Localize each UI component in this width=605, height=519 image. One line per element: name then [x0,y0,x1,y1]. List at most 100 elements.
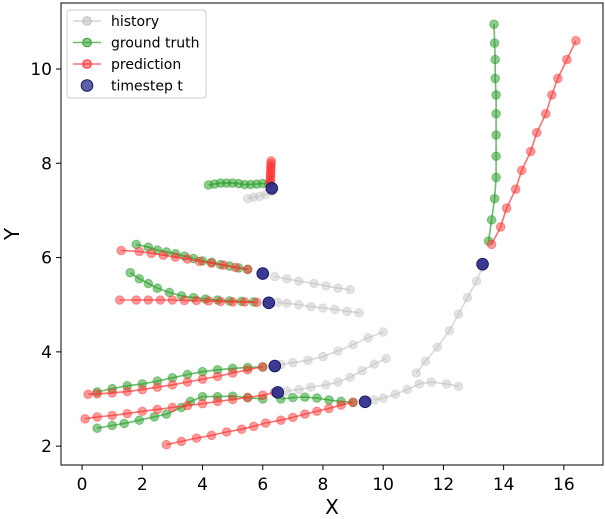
timestep-point [256,267,270,280]
prediction-point [92,412,102,422]
ground-truth-point [489,38,500,48]
prediction-point [300,409,310,419]
y-tick-label: 10 [30,60,52,80]
ground-truth-point [149,412,160,422]
history-point [321,281,331,291]
prediction-point [288,412,298,423]
prediction-point [203,296,214,306]
x-tick-label: 10 [372,475,394,495]
ground-truth-line [96,366,263,393]
y-axis: 2 4 6 8 10 [30,60,61,457]
history-point [345,372,355,383]
ground-truth-series [203,178,274,190]
history-series [273,297,364,318]
x-tick-label: 2 [137,475,148,495]
history-point [248,192,259,203]
prediction-point [146,248,157,259]
history-point [306,382,316,393]
ground-truth-point [161,409,172,419]
history-line [277,301,360,314]
prediction-point [161,439,172,450]
prediction-point [197,398,208,409]
history-point [269,271,280,282]
x-axis: 0 2 4 6 8 10 12 14 16 [77,465,575,495]
history-point [242,193,253,204]
prediction-point [191,433,202,443]
history-point [333,377,343,387]
plot-area [60,2,604,466]
prediction-point [251,297,262,308]
prediction-point [182,377,193,387]
prediction-point [242,392,253,403]
prediction-point [257,390,268,401]
prediction-point [191,295,202,306]
history-point [333,283,343,294]
timestep-point [262,296,276,310]
history-point [342,306,352,317]
prediction-point [525,146,536,157]
prediction-point [167,380,178,390]
prediction-point [83,389,93,400]
prediction-point [155,295,166,305]
ground-truth-point [300,392,310,402]
history-line [274,275,351,291]
prediction-point [260,418,271,428]
ground-truth-point [134,273,145,284]
prediction-point [547,90,557,100]
history-point [288,357,298,368]
prediction-point [170,252,181,262]
prediction-point [152,382,163,393]
legend-frame [66,9,207,99]
x-tick-label: 8 [318,475,329,495]
prediction-point [227,368,238,378]
history-series [369,377,464,405]
ground-truth-point [143,278,154,289]
ground-truth-point [125,267,136,278]
prediction-point [116,245,127,256]
history-point [471,276,482,286]
ground-truth-series [483,19,501,246]
history-line [415,266,484,374]
y-tick-label: 8 [41,154,52,174]
prediction-point [227,394,238,405]
history-series [269,271,355,295]
prediction-point [501,203,512,213]
prediction-series [83,362,268,400]
ground-truth-point [489,193,500,204]
history-point [453,309,464,319]
ground-truth-series [92,362,268,397]
prediction-point [562,54,572,65]
prediction-point [197,374,208,385]
legend-item: history [73,14,159,30]
legend-label: history [111,14,159,30]
plot-frame [60,2,604,466]
timestep-point [358,395,372,409]
x-axis-label: X [325,495,339,519]
history-point [369,359,379,369]
prediction-point [257,362,268,372]
legend-item: prediction [73,57,181,73]
prediction-point [230,262,241,273]
x-tick-label: 14 [493,475,515,495]
prediction-point [336,400,346,410]
ground-truth-point [486,215,497,225]
ground-truth-point [312,393,322,403]
legend-marker [82,16,92,26]
timestep-point [265,181,279,195]
prediction-point [510,184,521,195]
ground-truth-point [491,130,501,140]
history-series [282,353,392,396]
history-point [318,303,328,313]
ground-truth-point [134,415,145,426]
ground-truth-point [152,283,163,294]
prediction-point [276,415,286,426]
prediction-point [182,400,193,411]
legend-label: timestep t [111,79,183,95]
prediction-point [531,127,542,138]
prediction-point [571,35,581,46]
prediction-point [227,297,238,307]
history-point [354,307,364,318]
ground-truth-point [491,151,501,162]
prediction-series [116,245,253,275]
history-point [294,384,304,395]
